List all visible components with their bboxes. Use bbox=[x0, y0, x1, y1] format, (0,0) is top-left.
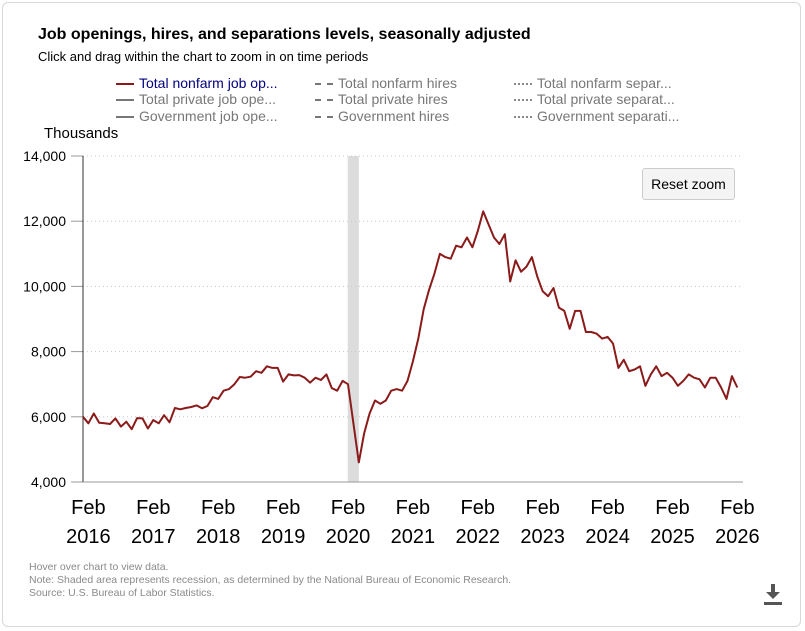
reset-zoom-button[interactable]: Reset zoom bbox=[642, 168, 735, 200]
chart-title: Job openings, hires, and separations lev… bbox=[38, 26, 531, 43]
x-tick-year-label: 2016 bbox=[66, 526, 111, 548]
x-tick-year-label: 2025 bbox=[650, 526, 695, 548]
legend-label: Government separati... bbox=[537, 108, 680, 124]
x-tick-month-label: Feb bbox=[461, 497, 495, 519]
legend-item[interactable]: Total private separat... bbox=[514, 91, 675, 107]
y-tick-label: 14,000 bbox=[23, 148, 66, 164]
chart-subtitle: Click and drag within the chart to zoom … bbox=[38, 49, 369, 64]
y-tick-label: 12,000 bbox=[23, 213, 66, 229]
y-tick-label: 8,000 bbox=[31, 344, 66, 360]
x-tick-year-label: 2017 bbox=[131, 526, 176, 548]
series-line-total-nonfarm-job-openings[interactable] bbox=[82, 210, 739, 464]
legend-label: Total private job ope... bbox=[139, 91, 276, 107]
x-tick-month-label: Feb bbox=[71, 497, 105, 519]
legend-item[interactable]: Total private job ope... bbox=[116, 91, 276, 107]
legend-label: Total nonfarm hires bbox=[338, 75, 458, 91]
legend-symbol-icon bbox=[315, 95, 333, 103]
legend-label: Government job ope... bbox=[139, 108, 278, 124]
x-tick-year-label: 2024 bbox=[585, 526, 630, 548]
legend-symbol-icon bbox=[315, 112, 333, 120]
x-tick-year-label: 2018 bbox=[196, 526, 241, 548]
y-tick-label: 10,000 bbox=[23, 278, 66, 294]
x-tick-year-label: 2022 bbox=[456, 526, 501, 548]
legend-symbol-icon bbox=[116, 95, 134, 103]
source-note: Source: U.S. Bureau of Labor Statistics. bbox=[29, 587, 215, 599]
x-tick-month-label: Feb bbox=[720, 497, 754, 519]
y-axis-label: Thousands bbox=[44, 125, 119, 142]
legend-label: Government hires bbox=[338, 108, 450, 124]
legend-label: Total nonfarm separ... bbox=[537, 75, 672, 91]
x-tick-month-label: Feb bbox=[266, 497, 300, 519]
download-icon-graphic bbox=[764, 584, 782, 605]
legend-item[interactable]: Total nonfarm separ... bbox=[514, 75, 672, 91]
x-tick-year-label: 2023 bbox=[520, 526, 565, 548]
legend-item[interactable]: Government hires bbox=[315, 108, 449, 124]
legend-item[interactable]: Government separati... bbox=[514, 108, 679, 124]
x-tick-month-label: Feb bbox=[331, 497, 365, 519]
legend-label: Total nonfarm job op... bbox=[139, 75, 278, 91]
legend-item[interactable]: Total private hires bbox=[315, 91, 448, 107]
x-tick-year-label: 2019 bbox=[261, 526, 306, 548]
recession-shading bbox=[347, 156, 359, 482]
chart-notes: Hover over chart to view data. Note: Sha… bbox=[29, 561, 511, 600]
y-tick-label: 6,000 bbox=[31, 409, 66, 425]
x-tick-month-label: Feb bbox=[525, 497, 559, 519]
y-tick-label: 4,000 bbox=[31, 474, 66, 490]
legend-symbol-icon bbox=[514, 79, 532, 87]
x-tick-year-label: 2021 bbox=[391, 526, 436, 548]
hover-hint: Hover over chart to view data. bbox=[29, 561, 169, 573]
legend-symbol-icon bbox=[116, 79, 134, 87]
x-tick-month-label: Feb bbox=[655, 497, 689, 519]
x-tick-month-label: Feb bbox=[396, 497, 430, 519]
legend-item[interactable]: Total nonfarm hires bbox=[315, 75, 457, 91]
x-tick-month-label: Feb bbox=[201, 497, 235, 519]
legend-symbol-icon bbox=[315, 79, 333, 87]
download-icon[interactable] bbox=[760, 581, 786, 607]
legend-symbol-icon bbox=[514, 95, 532, 103]
x-tick-month-label: Feb bbox=[590, 497, 624, 519]
x-tick-month-label: Feb bbox=[136, 497, 170, 519]
legend-item[interactable]: Total nonfarm job op... bbox=[116, 75, 278, 91]
legend-item[interactable]: Government job ope... bbox=[116, 108, 278, 124]
legend-symbol-icon bbox=[514, 112, 532, 120]
legend-symbol-icon bbox=[116, 112, 134, 120]
legend-label: Total private separat... bbox=[537, 91, 675, 107]
legend-label: Total private hires bbox=[338, 91, 448, 107]
recession-note: Note: Shaded area represents recession, … bbox=[29, 574, 512, 586]
x-tick-year-label: 2026 bbox=[715, 526, 760, 548]
x-tick-year-label: 2020 bbox=[326, 526, 371, 548]
